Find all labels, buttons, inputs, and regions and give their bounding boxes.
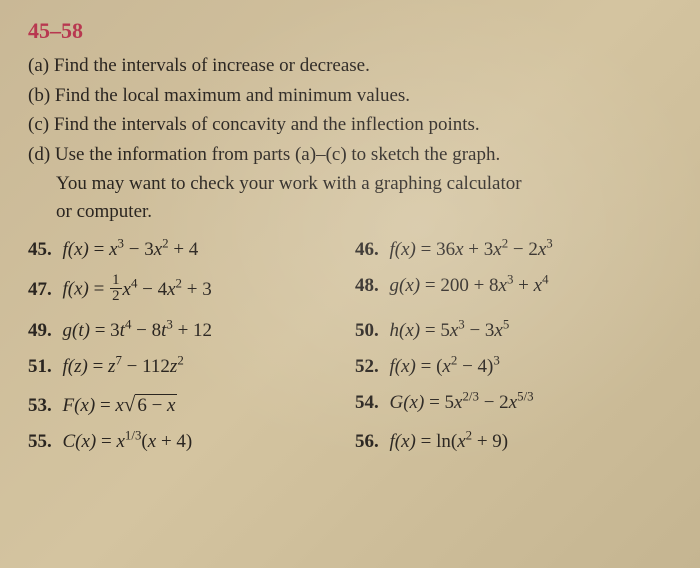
instructions-block: (a) Find the intervals of increase or de… bbox=[28, 52, 672, 225]
equals: = bbox=[429, 392, 444, 413]
problem-number: 54. bbox=[355, 392, 379, 413]
problem-number: 46. bbox=[355, 239, 379, 260]
problem-number: 49. bbox=[28, 320, 52, 341]
function-name: f(x) bbox=[390, 431, 416, 452]
equals: = bbox=[421, 356, 436, 377]
expression: z7 − 112z2 bbox=[108, 356, 184, 377]
function-name: f(z) bbox=[63, 356, 88, 377]
instruction-d-cont1: You may want to check your work with a g… bbox=[28, 170, 672, 198]
problem-number: 48. bbox=[355, 275, 379, 296]
equals: = bbox=[421, 431, 436, 452]
problem-48: 48. g(x) = 200 + 8x3 + x4 bbox=[355, 275, 672, 306]
equals: = bbox=[100, 395, 115, 416]
problem-56: 56. f(x) = ln(x2 + 9) bbox=[355, 431, 672, 453]
problem-52: 52. f(x) = (x2 − 4)3 bbox=[355, 356, 672, 378]
expression: 3t4 − 8t3 + 12 bbox=[110, 320, 212, 341]
problem-number: 50. bbox=[355, 320, 379, 341]
equals: = bbox=[421, 239, 436, 260]
instruction-a: (a) Find the intervals of increase or de… bbox=[28, 52, 672, 80]
expression: x3 − 3x2 + 4 bbox=[109, 239, 198, 260]
instruction-d-cont2: or computer. bbox=[28, 198, 672, 226]
problem-range: 45–58 bbox=[28, 18, 672, 44]
problem-number: 56. bbox=[355, 431, 379, 452]
function-name: F(x) bbox=[63, 395, 96, 416]
instruction-d: (d) Use the information from parts (a)–(… bbox=[28, 141, 672, 169]
problem-51: 51. f(z) = z7 − 112z2 bbox=[28, 356, 345, 378]
problem-number: 55. bbox=[28, 431, 52, 452]
problem-number: 52. bbox=[355, 356, 379, 377]
problem-47: 47. f(x) = 12x4 − 4x2 + 3 bbox=[28, 275, 345, 306]
expression: 200 + 8x3 + x4 bbox=[440, 275, 548, 296]
function-name: h(x) bbox=[390, 320, 421, 341]
problem-45: 45. f(x) = x3 − 3x2 + 4 bbox=[28, 239, 345, 261]
expression: ln(x2 + 9) bbox=[436, 431, 508, 452]
problem-46: 46. f(x) = 36x + 3x2 − 2x3 bbox=[355, 239, 672, 261]
equals: = bbox=[425, 320, 440, 341]
instruction-c: (c) Find the intervals of concavity and … bbox=[28, 111, 672, 139]
function-name: f(x) bbox=[63, 239, 89, 260]
problem-number: 53. bbox=[28, 395, 52, 416]
expression: x1/3(x + 4) bbox=[116, 431, 192, 452]
problem-number: 51. bbox=[28, 356, 52, 377]
function-name: f(x) bbox=[390, 356, 416, 377]
problem-number: 47. bbox=[28, 279, 52, 300]
equals: = bbox=[93, 356, 108, 377]
function-name: f(x) bbox=[63, 279, 89, 300]
expression: 5x3 − 3x5 bbox=[440, 320, 509, 341]
expression: 12x4 − 4x2 + 3 bbox=[109, 279, 212, 300]
equals: = bbox=[95, 320, 110, 341]
equals: = bbox=[94, 279, 109, 300]
function-name: g(x) bbox=[390, 275, 421, 296]
expression: 5x2/3 − 2x5/3 bbox=[445, 392, 534, 413]
function-name: G(x) bbox=[390, 392, 425, 413]
equals: = bbox=[94, 239, 109, 260]
problem-55: 55. C(x) = x1/3(x + 4) bbox=[28, 431, 345, 453]
function-name: C(x) bbox=[63, 431, 97, 452]
problem-number: 45. bbox=[28, 239, 52, 260]
problem-53: 53. F(x) = x6 − x bbox=[28, 392, 345, 417]
problems-grid: 45. f(x) = x3 − 3x2 + 4 46. f(x) = 36x +… bbox=[28, 239, 672, 453]
equals: = bbox=[425, 275, 440, 296]
function-name: g(t) bbox=[63, 320, 90, 341]
problem-50: 50. h(x) = 5x3 − 3x5 bbox=[355, 320, 672, 342]
function-name: f(x) bbox=[390, 239, 416, 260]
equals: = bbox=[101, 431, 116, 452]
problem-54: 54. G(x) = 5x2/3 − 2x5/3 bbox=[355, 392, 672, 417]
instruction-b: (b) Find the local maximum and minimum v… bbox=[28, 82, 672, 110]
problem-49: 49. g(t) = 3t4 − 8t3 + 12 bbox=[28, 320, 345, 342]
expression: x6 − x bbox=[115, 395, 177, 416]
expression: 36x + 3x2 − 2x3 bbox=[436, 239, 553, 260]
expression: (x2 − 4)3 bbox=[436, 356, 500, 377]
